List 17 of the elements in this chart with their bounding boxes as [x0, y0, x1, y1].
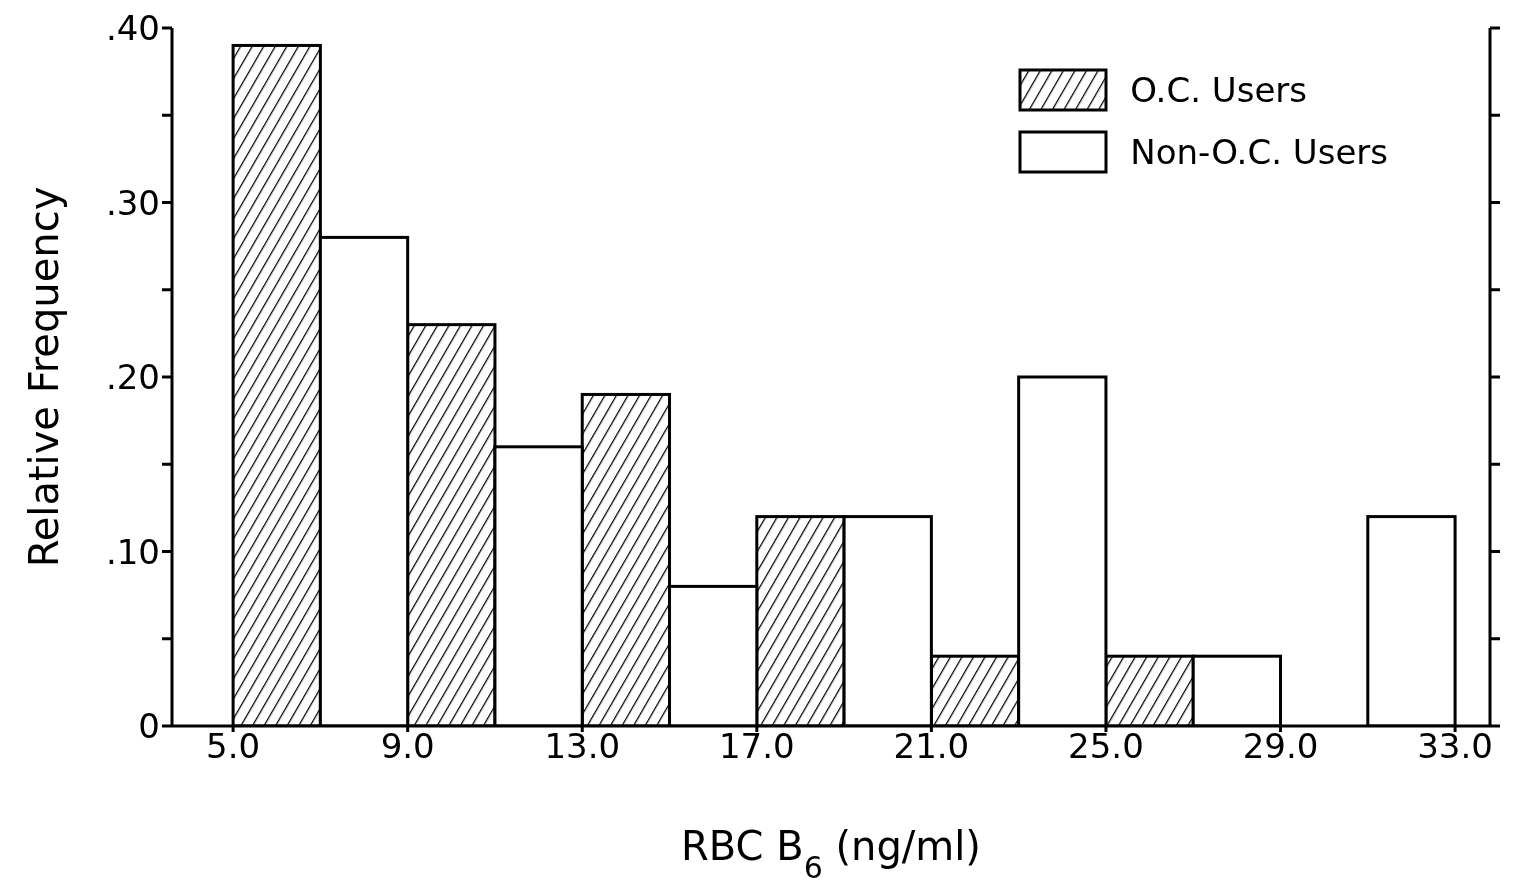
- y-tick-label: 0: [138, 706, 160, 747]
- x-tick-label: 21.0: [893, 726, 970, 767]
- legend-label: O.C. Users: [1130, 70, 1307, 110]
- y-tick-label: .30: [105, 182, 160, 223]
- x-tick-label: 9.0: [380, 726, 435, 767]
- y-axis-title: Relative Frequency: [21, 186, 67, 568]
- y-tick-label: .40: [105, 8, 160, 49]
- y-tick-label: .10: [105, 531, 160, 572]
- y-tick-label: .20: [105, 357, 160, 398]
- legend-label: Non-O.C. Users: [1130, 132, 1388, 172]
- x-tick-label: 33.0: [1417, 726, 1493, 767]
- x-axis-title: RBC B$_{6}$ (ng/ml): [681, 823, 981, 885]
- x-tick-label: 25.0: [1068, 726, 1144, 767]
- x-tick-label: 13.0: [544, 726, 621, 767]
- x-tick-label: 29.0: [1242, 726, 1319, 767]
- x-tick-label: 17.0: [718, 726, 795, 767]
- x-tick-label: 5.0: [206, 726, 261, 767]
